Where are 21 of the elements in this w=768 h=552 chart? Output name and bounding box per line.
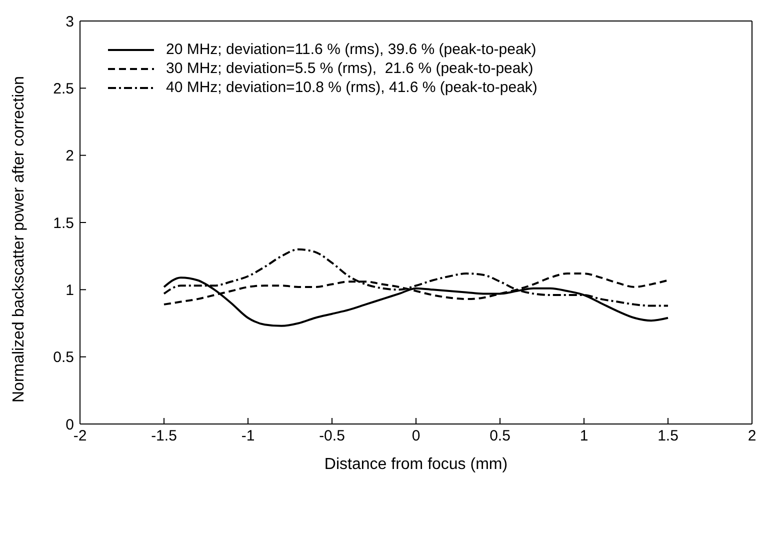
legend-label: 20 MHz; deviation=11.6 % (rms), 39.6 % (peak-to-peak) [166,40,536,59]
legend-label: 30 MHz; deviation=5.5 % (rms), 21.6 % (peak-to-peak) [166,59,534,78]
x-tick-label: 1.5 [658,428,678,445]
y-tick-label: 3 [66,13,74,30]
x-tick-label: 0 [412,428,420,445]
y-tick-label: 1 [66,282,74,299]
x-tick-label: -1.5 [151,428,177,445]
y-tick-label: 2.5 [53,80,74,98]
x-tick-label: -2 [73,428,87,445]
y-tick-label: 0 [66,416,74,434]
y-tick-label: 0.5 [53,349,74,366]
x-tick-label: 2 [748,428,756,445]
x-axis-title: Distance from focus (mm) [324,456,508,473]
x-tick-label: 0.5 [490,428,510,445]
x-tick-label: 1 [580,428,588,445]
y-axis-title: Normalized backscatter power after correction [10,76,28,402]
legend-label: 40 MHz; deviation=10.8 % (rms), 41.6 % (peak-to-peak) [166,78,538,97]
y-tick-label: 2 [66,148,74,165]
y-tick-label: 1.5 [53,214,74,232]
x-tick-label: -1 [241,428,255,445]
x-tick-label: -0.5 [319,428,345,445]
